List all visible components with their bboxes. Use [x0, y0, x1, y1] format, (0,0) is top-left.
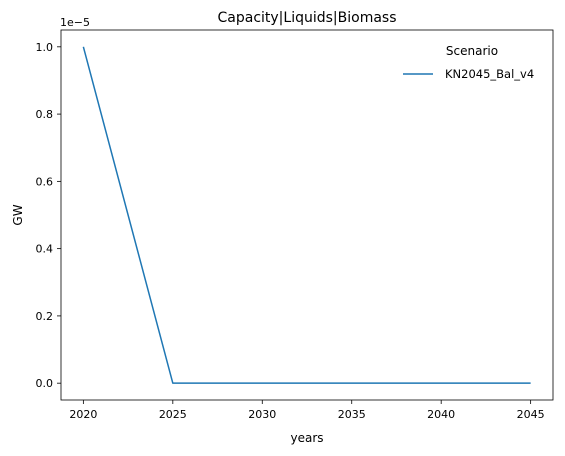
chart-title: Capacity|Liquids|Biomass [218, 10, 397, 26]
x-tick-label: 2020 [69, 408, 97, 421]
x-tick-label: 2030 [248, 408, 276, 421]
legend-entry-label: KN2045_Bal_v4 [445, 67, 534, 81]
legend-title: Scenario [446, 44, 498, 58]
legend: Scenario KN2045_Bal_v4 [403, 44, 534, 81]
y-tick-label: 0.4 [36, 243, 54, 256]
series-lines [82, 46, 531, 384]
x-axis-ticks: 2020 2025 2030 2035 2040 2045 [69, 400, 545, 421]
y-axis-label: GW [11, 204, 25, 225]
series-line [82, 46, 531, 384]
x-tick-label: 2045 [517, 408, 545, 421]
plot-area-frame [60, 29, 554, 401]
legend-items: KN2045_Bal_v4 [403, 67, 534, 81]
y-tick-label: 0.6 [36, 175, 54, 188]
x-axis-label: years [290, 431, 323, 445]
x-tick-label: 2040 [427, 408, 455, 421]
x-tick-label: 2025 [159, 408, 187, 421]
y-tick-label: 0.8 [36, 108, 54, 121]
y-axis-ticks: 0.0 0.2 0.4 0.6 0.8 1.0 [36, 41, 61, 390]
x-tick-label: 2035 [338, 408, 366, 421]
y-tick-label: 1.0 [36, 41, 54, 54]
y-axis-offset-label: 1e−5 [60, 16, 90, 29]
y-tick-label: 0.0 [36, 377, 54, 390]
y-tick-label: 0.2 [36, 310, 54, 323]
